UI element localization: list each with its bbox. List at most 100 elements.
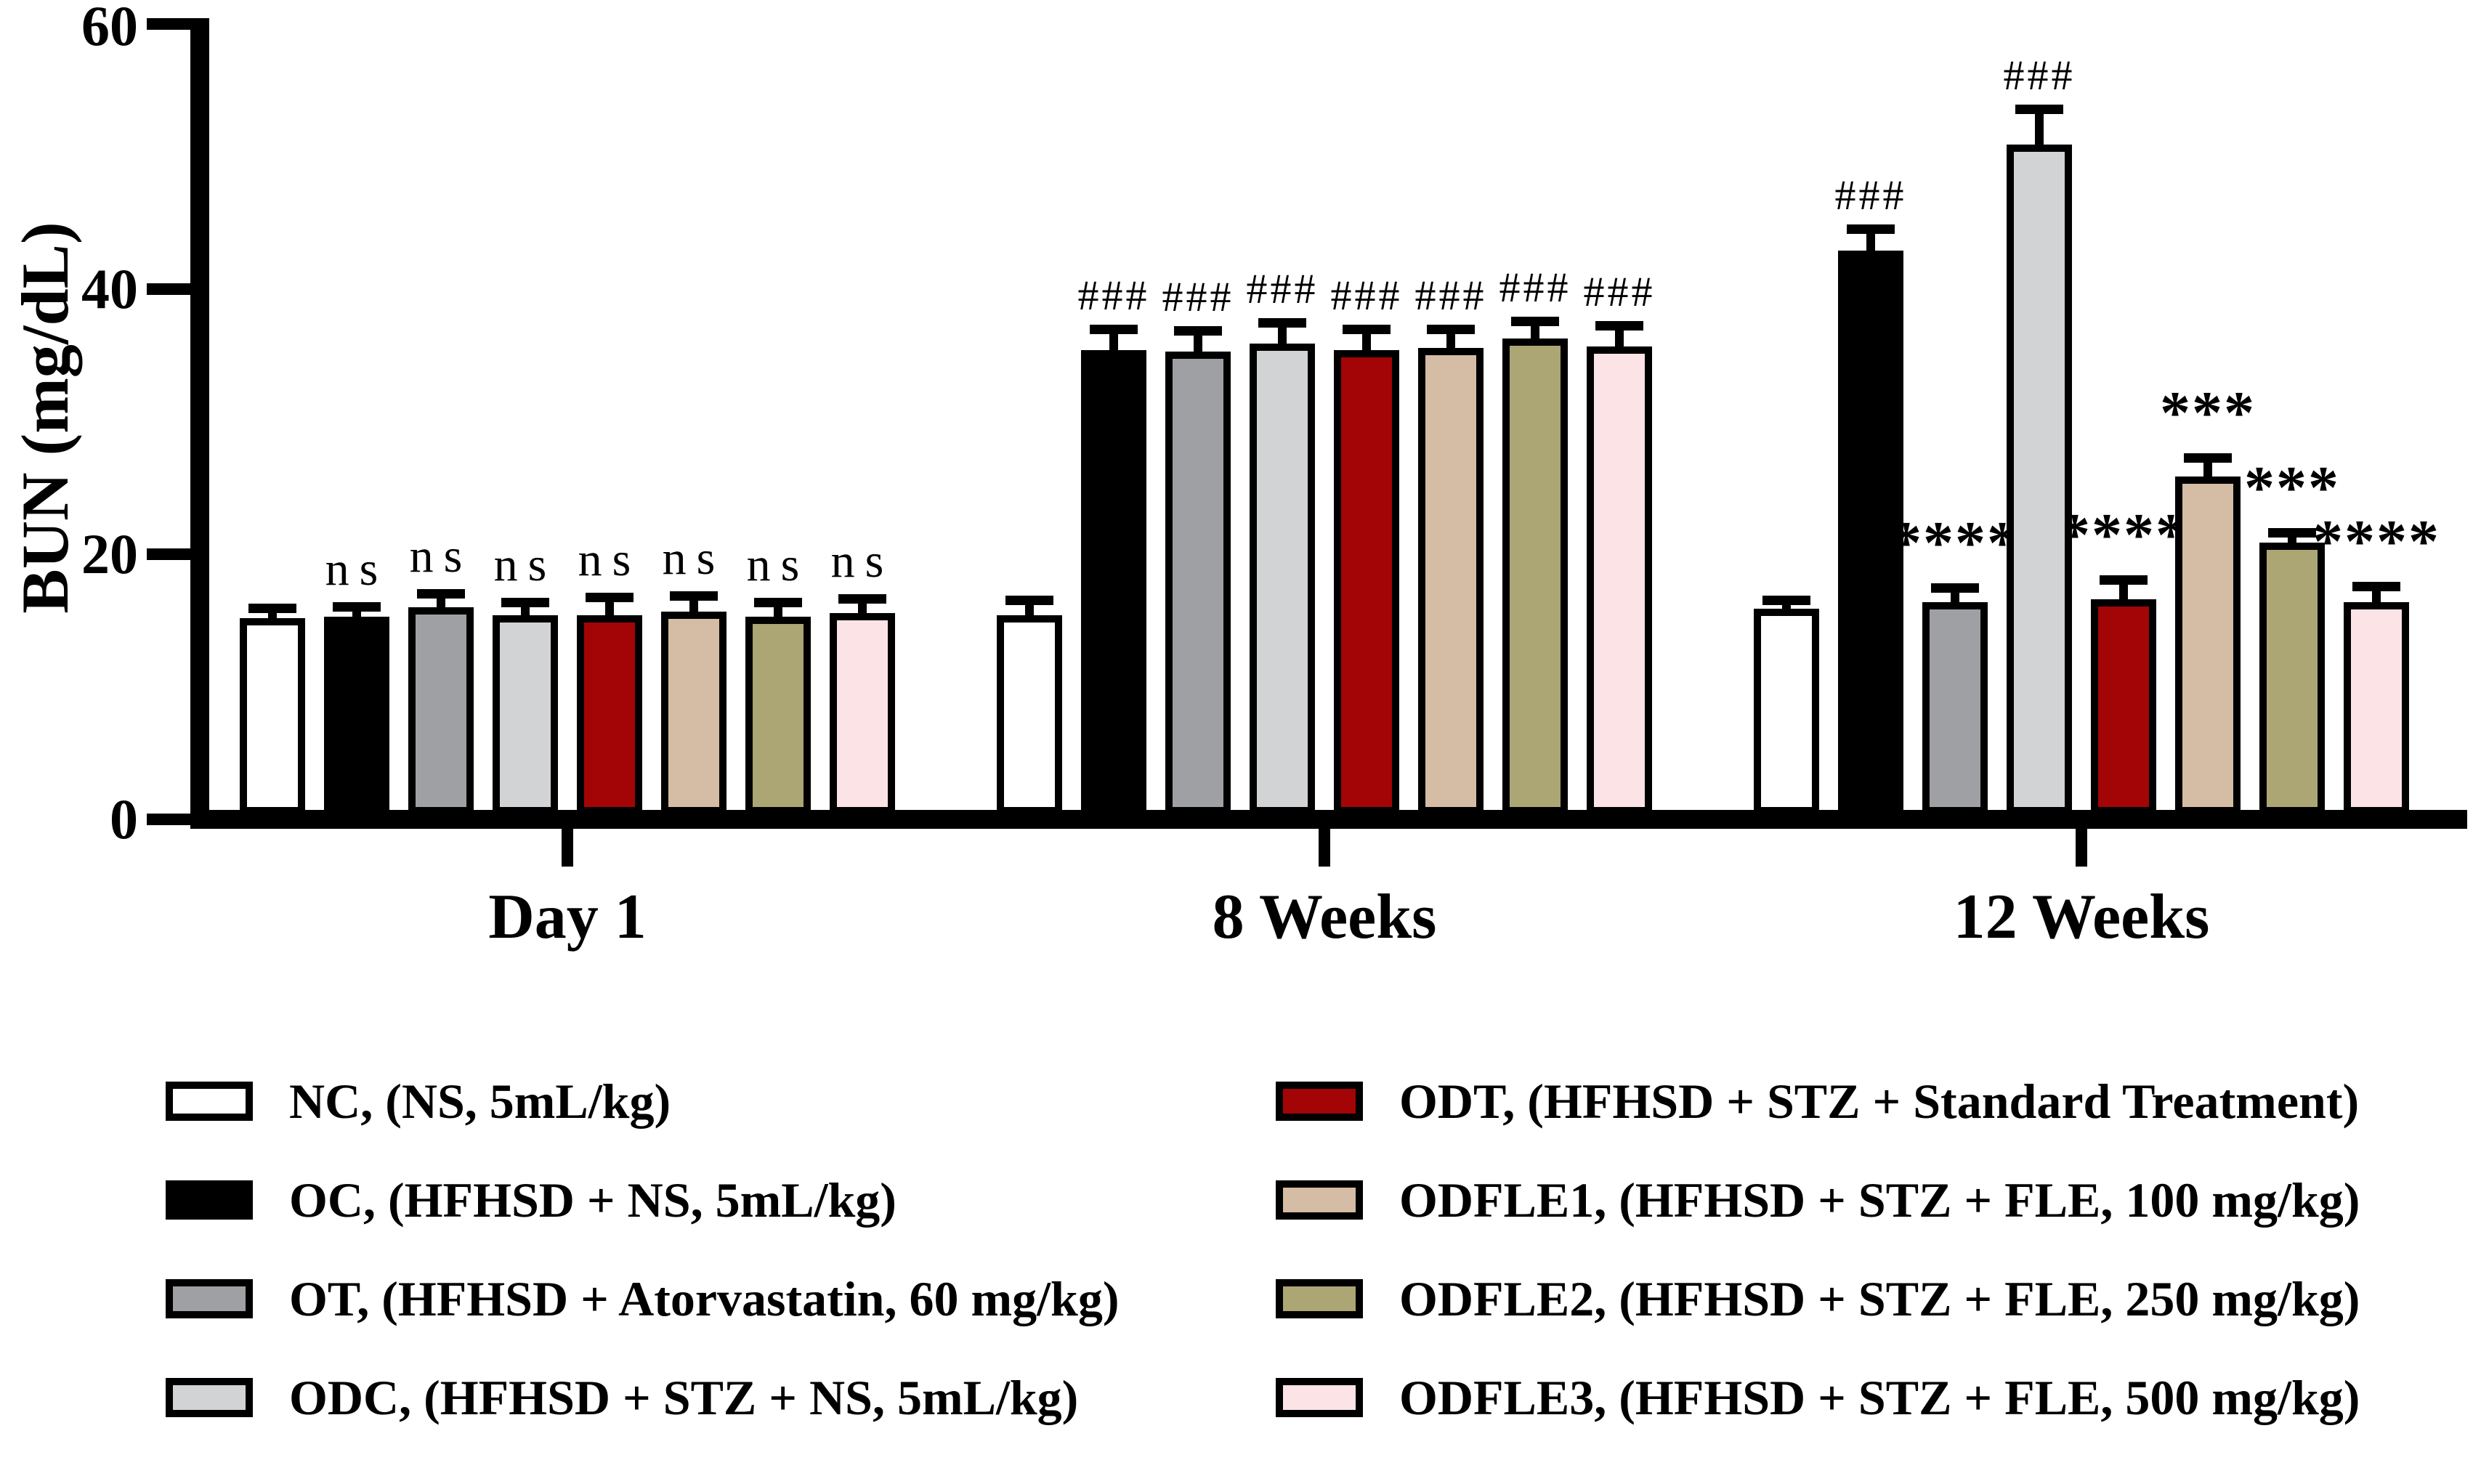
error-bar-cap-ODFLE3-3	[2352, 582, 2400, 592]
error-bar-cap-ODT-1	[586, 593, 634, 602]
significance-label-ODT-3: ****	[2060, 501, 2187, 569]
significance-label-OT-1: ns	[409, 529, 473, 583]
significance-label-ODFLE2-1: ns	[746, 538, 810, 592]
bar-NC-12-weeks	[1754, 609, 1819, 814]
x-group-label-3: 12 Weeks	[1953, 882, 2210, 952]
legend-swatch-ODFLE2	[1276, 1279, 1363, 1318]
y-tick-label-40: 40	[81, 257, 138, 320]
legend-label-OT: OT, (HFHSD + Atorvastatin, 60 mg/kg)	[289, 1271, 1120, 1326]
legend-label-ODT: ODT, (HFHSD + STZ + Standard Treatment)	[1399, 1074, 2360, 1129]
bar-ODT-day-1	[577, 615, 642, 814]
x-tick-mark-2	[1319, 829, 1330, 867]
error-bar-cap-ODC-3	[2015, 105, 2063, 115]
error-bar-cap-NC-1	[248, 603, 296, 613]
legend-swatch-NC	[166, 1082, 253, 1121]
bar-OT-day-1	[408, 607, 474, 814]
error-bar-cap-ODFLE3-1	[838, 593, 886, 604]
error-bar-cap-OT-3	[1931, 583, 1979, 593]
legend-swatch-ODT	[1276, 1082, 1363, 1121]
significance-label-ODFLE1-2: ###	[1414, 272, 1487, 320]
bar-ODT-8-weeks	[1334, 350, 1399, 814]
significance-label-OC-1: ns	[325, 542, 389, 596]
bar-NC-8-weeks	[997, 615, 1062, 814]
bar-ODFLE1-day-1	[661, 611, 726, 814]
y-tick-label-0: 0	[110, 787, 138, 851]
bar-ODFLE3-day-1	[830, 612, 895, 814]
error-bar-cap-ODFLE2-3	[2268, 527, 2316, 538]
legend-label-ODFLE2: ODFLE2, (HFHSD + STZ + FLE, 250 mg/kg)	[1399, 1271, 2360, 1326]
bar-ODT-12-weeks	[2091, 599, 2156, 814]
error-bar-cap-OT-2	[1174, 326, 1222, 336]
y-axis-title: BUN (mg/dL)	[8, 222, 82, 614]
legend-label-ODFLE1: ODFLE1, (HFHSD + STZ + FLE, 100 mg/kg)	[1399, 1172, 2360, 1228]
significance-label-ODT-1: ns	[578, 533, 641, 586]
bar-ODC-12-weeks	[2007, 145, 2072, 814]
legend-swatch-OC	[166, 1180, 253, 1220]
significance-label-OT-3: ****	[1891, 509, 2019, 577]
bar-NC-day-1	[240, 617, 305, 814]
bar-ODFLE1-8-weeks	[1418, 347, 1484, 814]
x-group-label-1: Day 1	[488, 882, 647, 952]
error-bar-cap-NC-2	[1005, 595, 1053, 605]
significance-label-ODFLE1-3: ***	[2160, 379, 2256, 447]
significance-label-ODFLE3-1: ns	[830, 534, 894, 588]
error-bar-cap-ODC-1	[501, 598, 549, 608]
bar-ODFLE2-day-1	[745, 617, 811, 814]
y-tick-mark-40	[147, 283, 192, 295]
y-tick-label-60: 60	[81, 0, 138, 57]
error-bar-cap-ODT-2	[1343, 325, 1391, 335]
bar-ODFLE2-12-weeks	[2259, 542, 2325, 814]
bar-ODC-8-weeks	[1250, 344, 1315, 814]
significance-label-ODFLE2-3: ***	[2244, 453, 2340, 522]
y-tick-mark-60	[147, 18, 192, 30]
error-bar-cap-NC-3	[1762, 595, 1810, 605]
legend-swatch-ODC	[166, 1378, 253, 1417]
y-axis-line	[190, 18, 209, 829]
error-bar-cap-ODFLE1-3	[2184, 453, 2232, 463]
significance-label-ODFLE3-3: ****	[2312, 508, 2440, 576]
bar-ODFLE3-8-weeks	[1587, 346, 1652, 814]
bar-ODC-day-1	[493, 615, 558, 814]
significance-label-ODT-2: ###	[1330, 272, 1403, 320]
error-bar-cap-ODFLE1-2	[1427, 325, 1475, 335]
bar-OC-12-weeks	[1838, 251, 1903, 814]
error-bar-cap-ODFLE3-2	[1595, 320, 1643, 331]
legend-label-OC: OC, (HFHSD + NS, 5mL/kg)	[289, 1172, 896, 1228]
error-bar-cap-ODC-2	[1258, 318, 1306, 328]
significance-label-ODC-1: ns	[493, 538, 557, 592]
y-tick-mark-20	[147, 548, 192, 560]
legend-swatch-ODFLE1	[1276, 1180, 1363, 1220]
error-bar-cap-ODT-3	[2100, 575, 2148, 585]
legend-label-NC: NC, (NS, 5mL/kg)	[289, 1074, 671, 1129]
significance-label-OC-2: ###	[1077, 272, 1150, 320]
significance-label-OC-3: ###	[1834, 171, 1907, 219]
x-axis-line	[190, 810, 2467, 829]
x-tick-mark-1	[562, 829, 573, 867]
significance-label-ODFLE3-2: ###	[1583, 267, 1656, 315]
significance-label-ODFLE2-2: ###	[1499, 264, 1571, 312]
x-tick-mark-3	[2076, 829, 2087, 867]
y-tick-mark-0	[147, 814, 192, 825]
significance-label-ODC-3: ###	[2003, 52, 2076, 100]
error-bar-cap-OC-1	[333, 601, 381, 612]
error-bar-cap-ODFLE1-1	[670, 591, 718, 601]
bar-OC-8-weeks	[1081, 350, 1146, 814]
error-bar-cap-OC-3	[1847, 224, 1895, 234]
legend-swatch-OT	[166, 1279, 253, 1318]
y-tick-label-20: 20	[81, 522, 138, 585]
significance-label-OT-2: ###	[1162, 273, 1234, 321]
bar-OC-day-1	[324, 617, 389, 814]
legend-swatch-ODFLE3	[1276, 1378, 1363, 1417]
legend-label-ODC: ODC, (HFHSD + STZ + NS, 5mL/kg)	[289, 1370, 1079, 1425]
bar-ODFLE3-12-weeks	[2344, 602, 2409, 814]
bar-ODFLE2-8-weeks	[1502, 338, 1568, 814]
error-bar-cap-OC-2	[1090, 325, 1138, 335]
error-bar-cap-ODFLE2-2	[1511, 317, 1559, 327]
bar-OT-12-weeks	[1922, 602, 1988, 814]
bar-ODFLE1-12-weeks	[2175, 476, 2241, 814]
legend-label-ODFLE3: ODFLE3, (HFHSD + STZ + FLE, 500 mg/kg)	[1399, 1370, 2360, 1425]
x-group-label-2: 8 Weeks	[1212, 882, 1437, 952]
